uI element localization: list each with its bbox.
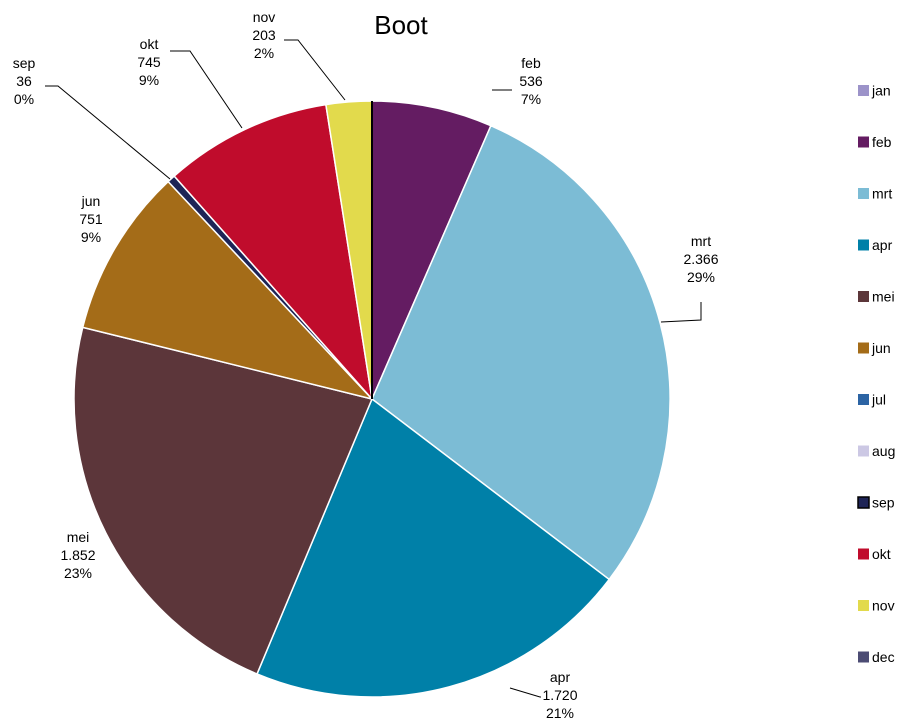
legend-swatch-jan bbox=[858, 85, 869, 96]
data-label-percent-apr: 21% bbox=[546, 705, 574, 721]
leader-line-mrt bbox=[661, 302, 701, 322]
legend-swatch-jun bbox=[858, 343, 869, 354]
legend-label-apr: apr bbox=[872, 237, 893, 253]
legend-swatch-jul bbox=[858, 394, 869, 405]
data-label-name-apr: apr bbox=[550, 669, 571, 685]
data-label-percent-sep: 0% bbox=[14, 91, 34, 107]
data-label-value-feb: 536 bbox=[519, 73, 543, 89]
legend-swatch-apr bbox=[858, 240, 869, 251]
data-label-name-jun: jun bbox=[81, 193, 101, 209]
legend-label-sep: sep bbox=[872, 495, 895, 511]
legend-label-okt: okt bbox=[872, 546, 891, 562]
data-label-percent-jun: 9% bbox=[81, 229, 101, 245]
data-label-name-okt: okt bbox=[140, 36, 159, 52]
data-label-name-mei: mei bbox=[67, 529, 90, 545]
pie-slices bbox=[74, 101, 670, 697]
legend-swatch-mrt bbox=[858, 188, 869, 199]
leader-line-sep bbox=[45, 86, 170, 179]
data-label-name-nov: nov bbox=[253, 9, 276, 25]
data-label-value-mei: 1.852 bbox=[60, 547, 95, 563]
data-label-name-feb: feb bbox=[521, 55, 541, 71]
data-label-name-sep: sep bbox=[13, 55, 36, 71]
legend-label-aug: aug bbox=[872, 443, 895, 459]
legend-label-jun: jun bbox=[871, 340, 891, 356]
data-label-percent-feb: 7% bbox=[521, 91, 541, 107]
data-label-percent-mrt: 29% bbox=[687, 269, 715, 285]
data-label-name-mrt: mrt bbox=[691, 233, 711, 249]
legend-swatch-aug bbox=[858, 446, 869, 457]
data-label-value-mrt: 2.366 bbox=[683, 251, 718, 267]
data-label-percent-okt: 9% bbox=[139, 72, 159, 88]
data-label-value-apr: 1.720 bbox=[542, 687, 577, 703]
chart-title: Boot bbox=[374, 10, 428, 40]
legend-label-nov: nov bbox=[872, 598, 895, 614]
legend-swatch-feb bbox=[858, 137, 869, 148]
legend-swatch-sep bbox=[858, 497, 869, 508]
legend-label-mei: mei bbox=[872, 289, 895, 305]
legend-swatch-dec bbox=[858, 652, 869, 663]
legend-swatch-mei bbox=[858, 291, 869, 302]
leader-line-okt bbox=[170, 51, 242, 128]
legend-label-feb: feb bbox=[872, 134, 892, 150]
legend-label-dec: dec bbox=[872, 649, 895, 665]
data-label-percent-nov: 2% bbox=[254, 45, 274, 61]
legend-label-mrt: mrt bbox=[872, 186, 892, 202]
leader-line-nov bbox=[284, 40, 345, 100]
data-label-percent-mei: 23% bbox=[64, 565, 92, 581]
legend: jan feb mrt apr mei jun jul aug sep okt nov dec bbox=[858, 83, 895, 666]
data-label-value-nov: 203 bbox=[252, 27, 276, 43]
leader-line-apr bbox=[510, 688, 541, 697]
legend-label-jul: jul bbox=[871, 392, 886, 408]
legend-label-jan: jan bbox=[871, 83, 891, 99]
data-label-value-sep: 36 bbox=[16, 73, 32, 89]
data-label-value-jun: 751 bbox=[79, 211, 103, 227]
data-label-value-okt: 745 bbox=[137, 54, 161, 70]
legend-swatch-okt bbox=[858, 549, 869, 560]
legend-swatch-nov bbox=[858, 600, 869, 611]
